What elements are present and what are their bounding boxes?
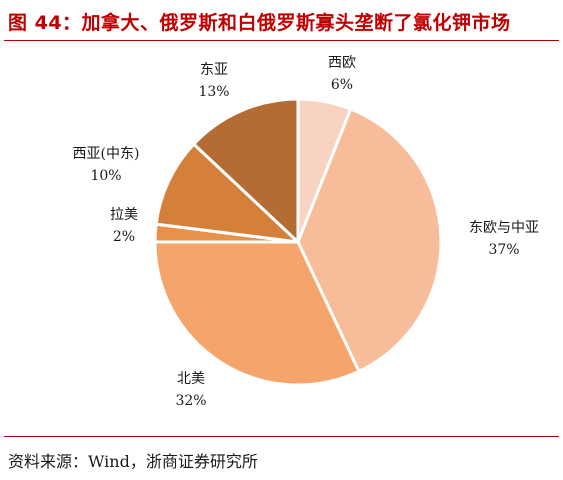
pie-labels: 西欧 6% 东欧与中亚 37% 北美 32% 拉美 2% 西亚(中东) 10% 东亚 13% [73, 55, 539, 409]
slice-percent-label: 37% [488, 242, 519, 258]
slice-percent-label: 10% [90, 168, 121, 184]
slice-name-label: 东亚 [200, 62, 228, 78]
pie-slice-5 [154, 142, 300, 244]
slice-percent-label: 32% [175, 393, 206, 409]
slice-percent-label: 2% [113, 229, 135, 245]
source-note: 资料来源：Wind，浙商证券研究所 [8, 452, 258, 471]
slice-name-label: 西亚(中东) [73, 146, 140, 162]
slice-percent-label: 13% [198, 84, 229, 100]
slice-name-label: 拉美 [110, 207, 138, 223]
slice-percent-label: 6% [331, 77, 353, 93]
title-divider [4, 40, 559, 41]
page-title: 图 44：加拿大、俄罗斯和白俄罗斯寡头垄断了氯化钾市场 [8, 12, 511, 34]
pie-slice-6 [192, 97, 300, 244]
slice-name-label: 北美 [177, 371, 205, 387]
slice-name-label: 东欧与中亚 [469, 220, 539, 236]
pie-slice-2 [296, 107, 443, 373]
pie-slice-3 [153, 240, 361, 387]
pie-slices [153, 97, 443, 387]
slice-name-label: 西欧 [328, 55, 356, 71]
source-divider [4, 436, 559, 437]
pie-chart: 西欧 6% 东欧与中亚 37% 北美 32% 拉美 2% 西亚(中东) 10% 东亚 13% [73, 55, 539, 409]
